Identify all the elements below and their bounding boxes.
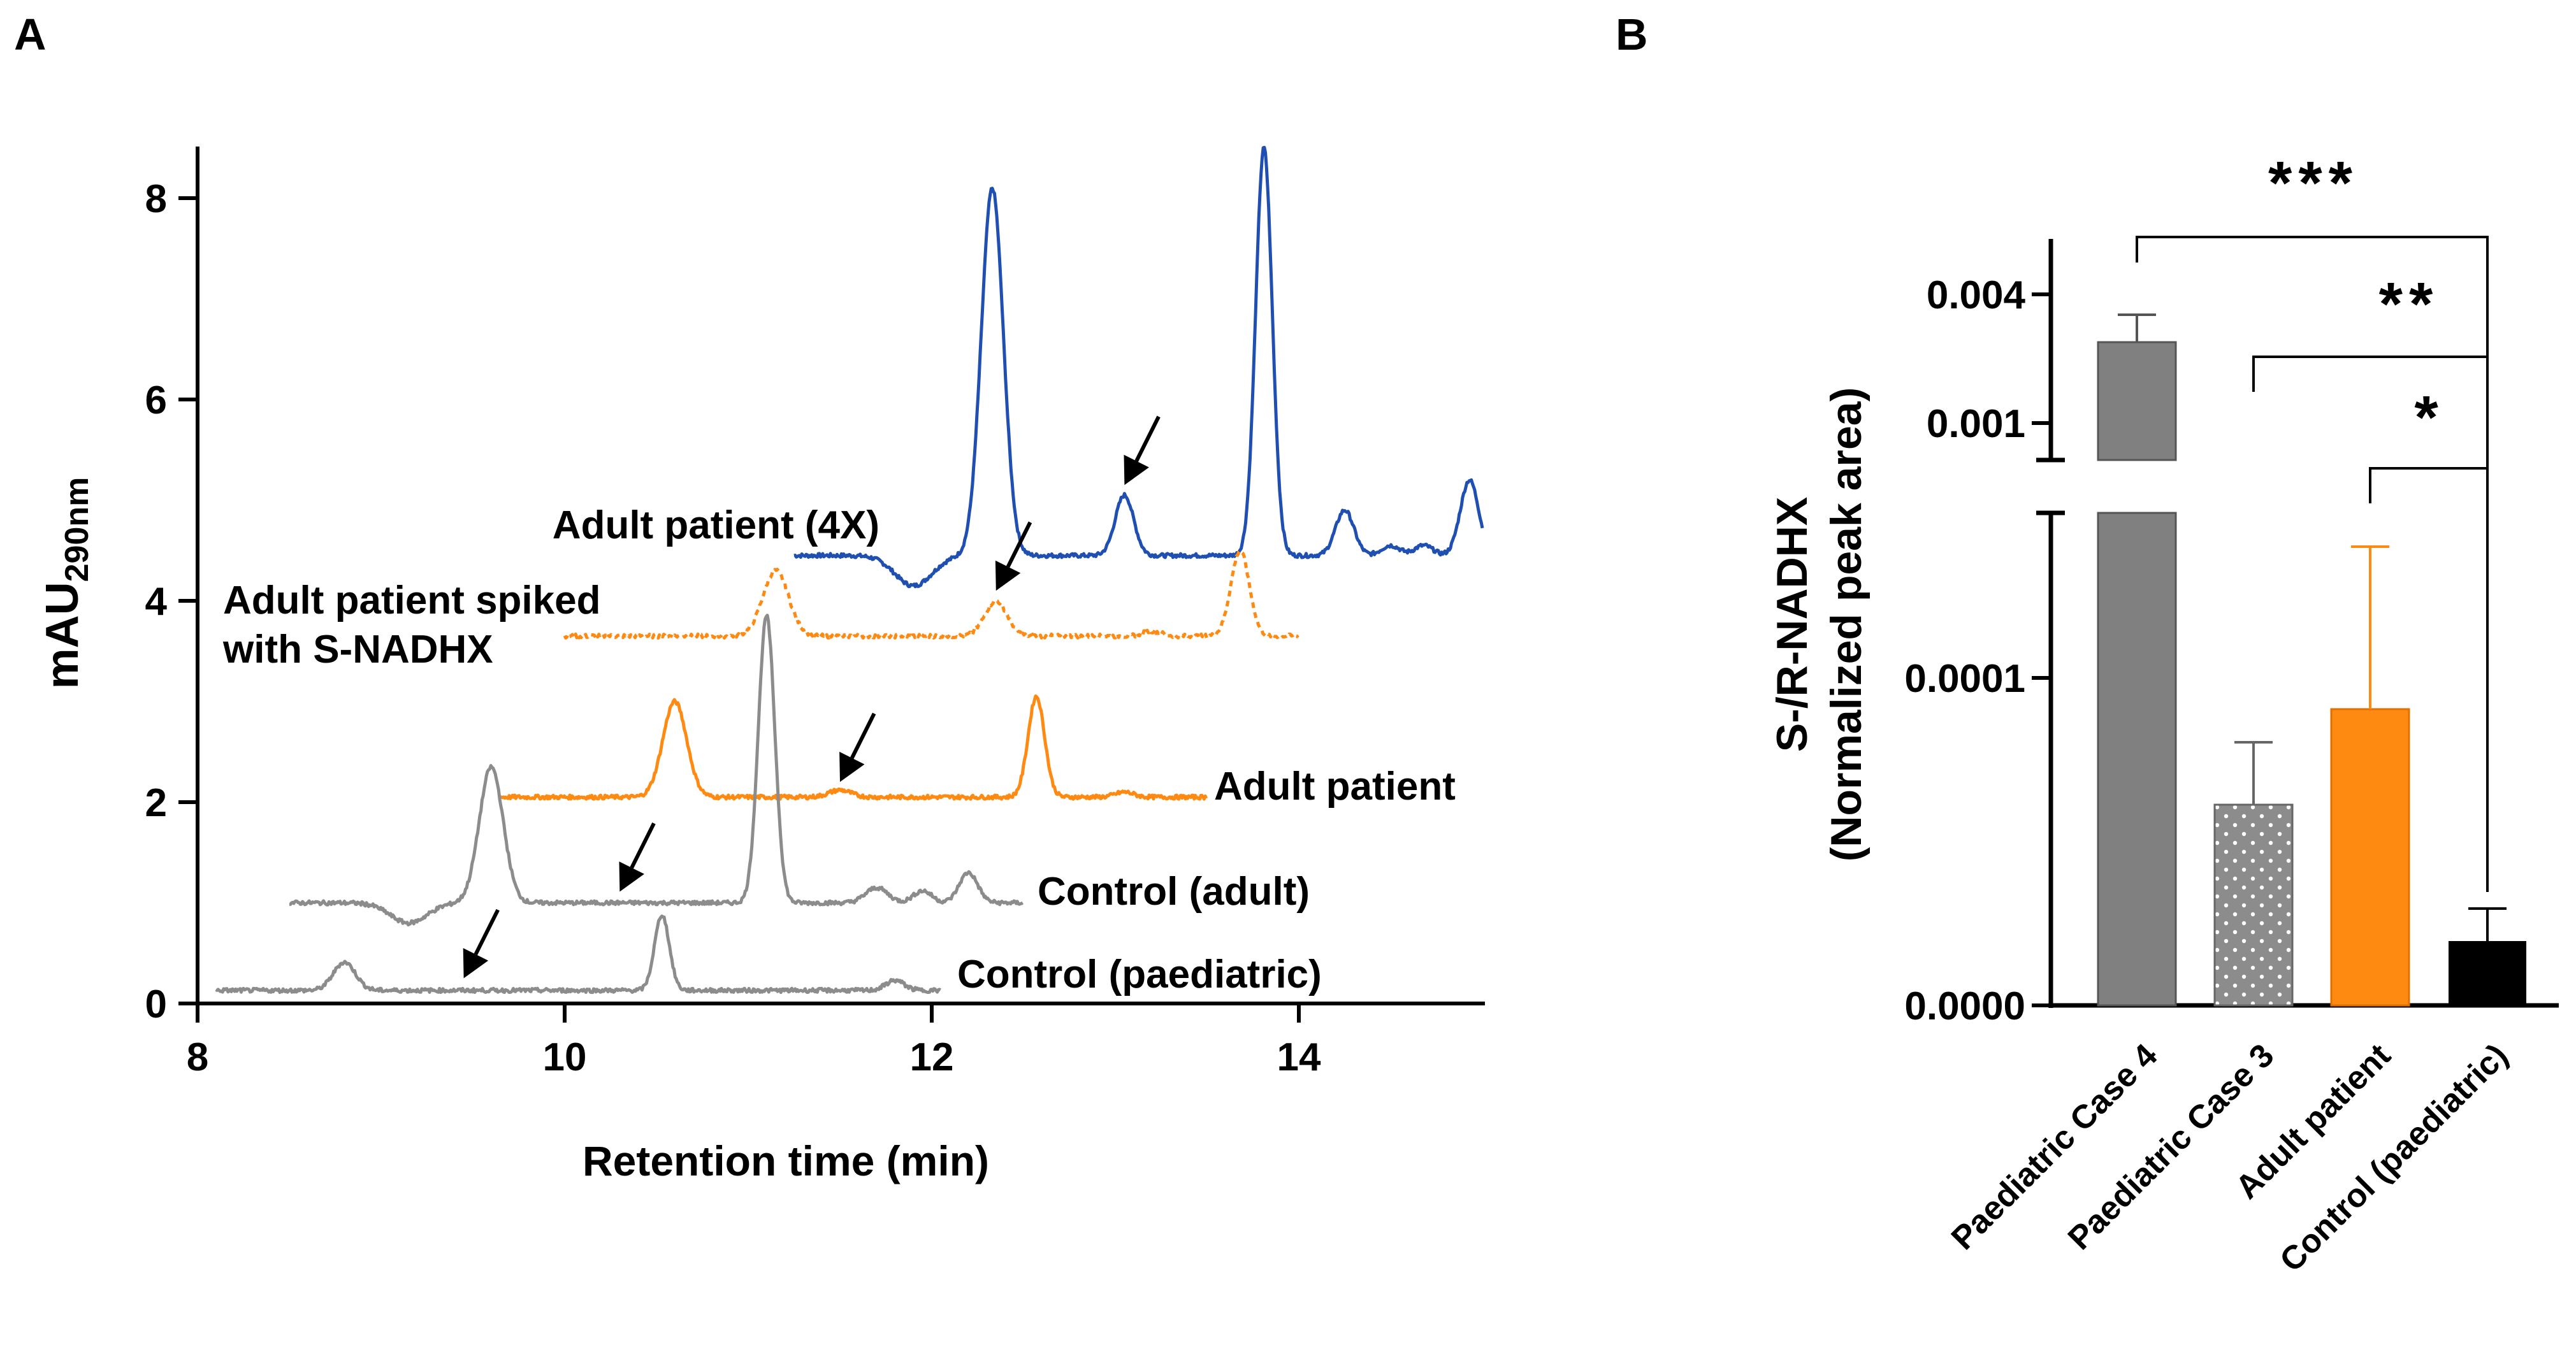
bar-paediatric-case-4-upper	[2097, 341, 2177, 461]
b-ytick-label-1: 0.0001	[1904, 657, 2025, 701]
arrow-shaft-4	[474, 909, 500, 956]
a-y-axis-sub: 290nm	[59, 477, 96, 582]
arrow-shaft-2	[850, 712, 876, 759]
bar-control-paediatric	[2449, 941, 2526, 1005]
b-ytick-label-2: 0.001	[1927, 402, 2025, 446]
trace-adult-patient-4x-	[793, 145, 1484, 589]
a-xtick-label-14: 14	[1277, 1035, 1321, 1079]
arrow-head-1	[995, 560, 1021, 591]
b-ytick-label-3: 0.004	[1927, 273, 2026, 317]
trace-adult-patient-spiked-with-s-nadhx	[563, 549, 1299, 640]
a-xtick-label-8: 8	[187, 1035, 208, 1079]
panel-label-a: A	[14, 10, 47, 59]
significance-bracket-case4	[2136, 236, 2489, 892]
a-xtick-label-12: 12	[910, 1035, 954, 1079]
significance-label-3star: ***	[2268, 149, 2359, 217]
trace-label-control-paediatric: Control (paediatric)	[957, 953, 1322, 996]
a-ytick-label-8: 8	[145, 177, 167, 221]
significance-bracket-adult	[2369, 467, 2487, 503]
significance-bracket-case3	[2252, 356, 2487, 392]
bar-paediatric-case-3	[2213, 803, 2294, 1007]
significance-label-2star: **	[2379, 270, 2440, 338]
arrow-head-2	[839, 751, 865, 782]
trace-adult-patient	[500, 694, 1208, 801]
a-ytick-label-4: 4	[145, 580, 168, 624]
b-y-axis-title-line2: (Normalized peak area)	[1822, 387, 1870, 862]
arrow-shaft-3	[630, 822, 656, 869]
b-xtick-label-control-paediatric: Control (paediatric)	[2273, 1037, 2515, 1279]
a-x-axis-title: Retention time (min)	[582, 1137, 989, 1184]
bar-adult-patient	[2330, 708, 2410, 1007]
a-xtick-label-10: 10	[543, 1035, 587, 1079]
b-y-axis-title-line1: S-/R-NADHX	[1768, 497, 1816, 752]
trace-control-adult-	[289, 614, 1024, 927]
a-ytick-label-2: 2	[145, 781, 167, 825]
b-xtick-label-paediatric-case-4: Paediatric Case 4	[1944, 1037, 2165, 1257]
trace-control-paediatric-	[215, 914, 941, 995]
panel-label-b: B	[1616, 10, 1648, 59]
trace-label-control-adult: Control (adult)	[1038, 870, 1310, 914]
arrow-shaft-0	[1134, 415, 1161, 462]
a-ytick-label-6: 6	[145, 378, 167, 422]
trace-label-spiked-line1: Adult patient spiked	[223, 579, 600, 622]
arrow-head-3	[619, 861, 644, 892]
a-y-axis-title: mAU290nm	[37, 477, 96, 689]
b-xtick-label-paediatric-case-3: Paediatric Case 3	[2061, 1037, 2282, 1257]
arrow-shaft-1	[1006, 521, 1032, 568]
arrow-head-0	[1124, 454, 1149, 485]
a-ytick-label-0: 0	[145, 982, 167, 1026]
arrow-head-4	[463, 948, 489, 979]
bar-paediatric-case-4	[2097, 512, 2177, 1007]
trace-label-adult-patient: Adult patient	[1214, 765, 1456, 809]
significance-label-1star: *	[2414, 384, 2438, 452]
trace-label-spiked-line2: with S-NADHX	[222, 628, 493, 672]
bar-panel: 0.0000 0.0001 0.001 0.004 S-/R-NADHX (No…	[1768, 149, 2559, 1279]
trace-label-adult-4x: Adult patient (4X)	[553, 503, 879, 547]
a-y-axis-main: mAU	[37, 582, 88, 689]
chromatogram-panel: 0 2 4 6 8 8 10 12 14 Retention time (min) mAU29…	[37, 145, 1485, 1184]
b-ytick-label-0: 0.0000	[1904, 984, 2025, 1028]
